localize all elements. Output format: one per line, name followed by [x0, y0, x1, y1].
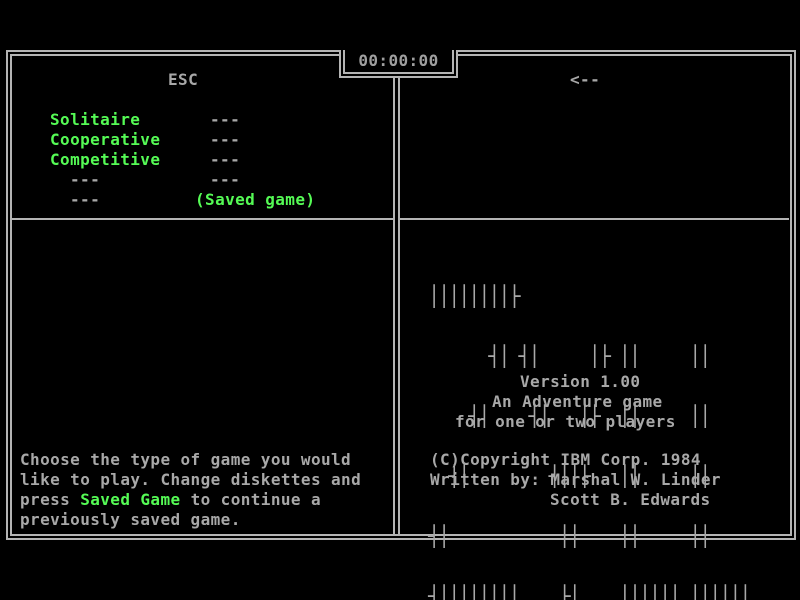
- menu-item-competitive[interactable]: Competitive: [50, 150, 161, 169]
- menu-placeholder-2: ---: [210, 150, 241, 169]
- menu-item-solitaire[interactable]: Solitaire: [50, 110, 141, 129]
- timer-box: 00:00:00: [339, 50, 458, 78]
- instruction-line-1: Choose the type of game you would: [20, 450, 352, 469]
- game-subtitle-2: for one or two players: [455, 412, 676, 431]
- author2-line: Scott B. Edwards: [550, 490, 711, 509]
- logo-row-2: ┤│ ┤│ │├ ││ ││: [428, 404, 711, 428]
- logo-row-3: ┤│ ┤││├ ││ ││: [428, 464, 711, 488]
- menu-placeholder-1: ---: [210, 130, 241, 149]
- panel-divider: [393, 77, 400, 534]
- instruction-text: Choose the type of game you would like t…: [20, 450, 361, 530]
- copyright-line: (C)Copyright IBM Corp. 1984: [430, 450, 701, 469]
- menu-section-divider: [12, 218, 789, 220]
- logo-row-5: ┤││││││││ ├│ ││││││ ││││││: [428, 584, 751, 600]
- instruction-line-3-post: to continue a: [180, 490, 321, 509]
- menu-placeholder-0: ---: [210, 110, 241, 129]
- game-subtitle-1: An Adventure game: [492, 392, 663, 411]
- logo-row-0: ││││││││├: [428, 284, 520, 308]
- saved-game-highlight: Saved Game: [80, 490, 181, 509]
- esc-key-label[interactable]: ESC: [168, 70, 199, 89]
- version-label: Version 1.00: [520, 372, 641, 391]
- instruction-line-3-pre: press: [20, 490, 81, 509]
- logo-row-1: ┤│ ┤│ │├ ││ ││: [428, 344, 711, 368]
- game-timer: 00:00:00: [358, 51, 439, 70]
- menu-item-empty-2: ---: [70, 190, 101, 209]
- back-arrow[interactable]: <--: [570, 70, 601, 89]
- menu-placeholder-3: ---: [210, 170, 241, 189]
- menu-item-cooperative[interactable]: Cooperative: [50, 130, 161, 149]
- instruction-line-3: press Saved Game to continue a: [20, 490, 361, 510]
- zyll-ascii-logo: ││││││││├ ┤│ ┤│ │├ ││ ││ ┤│ ┤│ │├ ││ ││ …: [428, 246, 751, 600]
- instruction-line-4: previously saved game.: [20, 510, 241, 529]
- written-by-line: Written by: Marshal W. Linder: [430, 470, 721, 489]
- menu-item-saved-game[interactable]: (Saved game): [195, 190, 316, 209]
- instruction-line-2: like to play. Change diskettes and: [20, 470, 362, 489]
- menu-item-empty-1: ---: [70, 170, 101, 189]
- logo-row-4: ┤│ ││ ││ ││: [428, 524, 711, 548]
